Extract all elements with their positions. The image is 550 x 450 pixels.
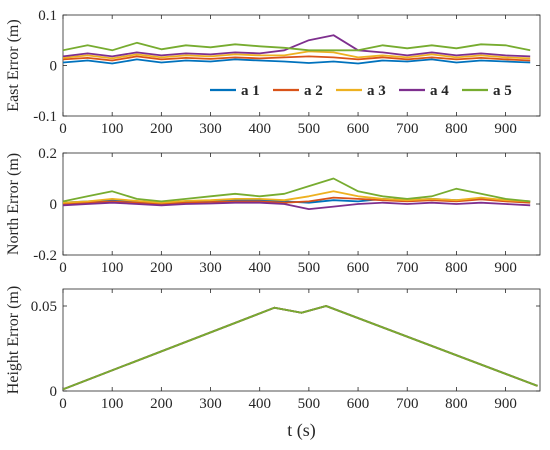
series-line-a-2 [63,196,531,205]
axes-frame [62,288,541,392]
x-tick-label: 700 [396,260,419,276]
series-line-a-5 [63,305,538,391]
series-line-a-4 [63,201,531,211]
y-tick-label: 0.1 [38,8,57,24]
x-tick-label: 400 [248,396,271,412]
axes-frame [62,14,541,117]
x-tick-label: 500 [298,260,321,276]
x-tick-label: 400 [248,260,271,276]
x-tick-label: 100 [101,396,124,412]
y-tick-label: -0.2 [33,248,57,264]
legend-entry: a 2 [304,83,323,99]
x-tick-label: 300 [199,260,222,276]
x-tick-label: 400 [248,121,271,137]
legend: a 1 a 2 a 3 a 4 a 5 [210,83,512,99]
series-line-a-5 [63,177,531,203]
x-tick-label: 500 [298,396,321,412]
legend-entry: a 1 [241,83,260,99]
x-tick-label: 700 [396,121,419,137]
y-tick-label: 0 [50,384,58,400]
x-tick-label: 900 [494,121,517,137]
x-tick-label: 800 [445,260,468,276]
x-tick-label: 200 [150,396,173,412]
x-tick-label: 600 [347,121,370,137]
y-tick-label: 0.2 [38,146,57,162]
x-tick-label: 600 [347,396,370,412]
y-tick-label: 0.05 [31,299,57,315]
series-line-a-1 [63,58,531,65]
series-line-a-4 [63,34,531,58]
x-tick-label: 200 [150,121,173,137]
series-line-a-3 [63,50,531,60]
y-tick-label: -0.1 [33,109,57,125]
x-tick-label: 0 [59,121,67,137]
x-tick-label: 500 [298,121,321,137]
y-tick-label: 0 [50,59,58,75]
x-tick-label: 700 [396,396,419,412]
x-tick-label: 600 [347,260,370,276]
y-axis-label: North Error (m) [5,153,22,255]
y-tick-label: 0 [50,197,58,213]
x-tick-label: 0 [59,260,67,276]
x-tick-label: 900 [494,396,517,412]
x-tick-label: 900 [494,260,517,276]
series-line-a-5 [63,41,531,52]
subplot-2: 0 100 200 300 400 500 600 700 800 900-0.200.2Nort… [5,146,541,276]
x-tick-label: 800 [445,121,468,137]
series-line-a-2 [63,55,531,62]
legend-entry: a 3 [367,83,386,99]
series-line-a-3 [63,190,531,204]
legend-entry: a 5 [493,83,512,99]
x-axis-label: t (s) [287,420,316,441]
x-tick-label: 0 [59,396,67,412]
x-tick-label: 200 [150,260,173,276]
subplot-1: 0 100 200 300 400 500 600 700 800 900-0.100.1East… [5,8,541,137]
x-tick-label: 300 [199,121,222,137]
subplot-3: 0 100 200 300 400 500 600 700 800 900 0 0.05 Height … [5,286,541,441]
legend-entry: a 4 [430,83,449,99]
y-axis-label: East Error (m) [5,19,22,111]
x-tick-label: 100 [101,121,124,137]
y-axis-label: Height Error (m) [5,286,22,394]
x-tick-label: 100 [101,260,124,276]
x-tick-label: 300 [199,396,222,412]
x-tick-label: 800 [445,396,468,412]
